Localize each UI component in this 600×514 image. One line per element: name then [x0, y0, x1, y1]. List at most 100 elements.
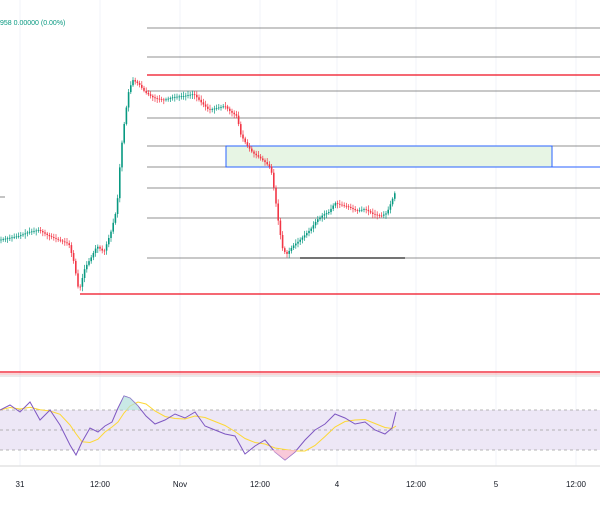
candle-body [77, 273, 79, 287]
candle-body [46, 233, 48, 235]
candle-body [314, 221, 317, 226]
candle-body [336, 203, 339, 204]
fibonacci-levels[interactable] [0, 27, 600, 259]
candle-body [24, 233, 26, 235]
candle-body [295, 243, 297, 246]
candle-body [0, 239, 2, 241]
candle-body [4, 238, 7, 240]
candle-body [163, 99, 165, 101]
candle-body [350, 206, 352, 208]
candle-body [22, 234, 24, 236]
candle-body [72, 253, 75, 261]
candle-body [306, 233, 308, 236]
candle-body [145, 90, 147, 93]
candle-body [26, 232, 29, 234]
candle-body [101, 248, 103, 251]
candle-body [154, 97, 156, 99]
candle-body [270, 166, 273, 173]
candle-body [59, 239, 62, 241]
candle-body [233, 112, 235, 115]
candle-body [264, 160, 266, 163]
candle-body [297, 241, 299, 244]
candle-body [257, 155, 260, 157]
candle-body [198, 97, 200, 100]
candle-body [149, 94, 152, 96]
candle-body [211, 109, 213, 110]
candle-body [158, 98, 161, 100]
candle-body [68, 243, 70, 246]
candle-body [391, 198, 394, 205]
candle-body [328, 212, 330, 214]
candle-body [255, 153, 257, 156]
candle-body [374, 213, 376, 215]
candle-body [182, 96, 185, 97]
candle-body [141, 84, 143, 88]
candle-body [343, 205, 345, 207]
candle-body [31, 231, 33, 233]
candle-body [176, 96, 178, 98]
candle-body [288, 250, 290, 254]
candle-body [17, 236, 20, 237]
time-axis[interactable]: 31 12:00 Nov 12:00 4 12:00 5 12:00 [16, 480, 587, 489]
candle-body [317, 219, 319, 222]
time-label: 12:00 [566, 480, 587, 489]
candle-body [81, 278, 84, 287]
candle-body [28, 231, 31, 233]
candle-body [174, 96, 176, 98]
time-label: 31 [16, 480, 25, 489]
ohlc-legend: 958 0.00000 (0.00%) [0, 20, 66, 27]
candle-body [226, 106, 229, 109]
rsi-line [0, 395, 397, 461]
candle-body [339, 203, 341, 205]
candle-body [171, 97, 174, 99]
candle-body [125, 107, 128, 124]
candle-body [97, 246, 99, 249]
candle-body [50, 236, 53, 238]
candle-body [134, 80, 136, 82]
candle-body [42, 231, 44, 233]
candle-body [218, 107, 220, 109]
highlight-zone[interactable] [225, 145, 553, 168]
candle-body [94, 248, 97, 253]
candle-body [299, 239, 301, 242]
candle-body [200, 99, 202, 103]
candle-body [308, 230, 310, 234]
candle-body [281, 235, 284, 249]
candle-body [312, 225, 315, 229]
candle-body [66, 242, 68, 244]
candle-body [213, 108, 216, 110]
candle-body [367, 209, 370, 212]
candle-body [389, 204, 392, 210]
candle-body [127, 92, 130, 108]
candle-body [330, 208, 332, 213]
candle-body [231, 110, 233, 113]
candle-body [361, 209, 363, 211]
chart-grid [19, 0, 577, 466]
candle-body [354, 209, 356, 211]
candle-body [341, 204, 343, 206]
candle-body [356, 210, 359, 211]
rsi-ma-line [0, 401, 397, 452]
candle-body [387, 209, 389, 214]
candle-body [321, 215, 323, 218]
candle-body [334, 203, 337, 206]
candle-body [138, 83, 141, 85]
candle-body [244, 138, 246, 143]
candle-body [178, 96, 180, 98]
candle-body [220, 106, 222, 108]
candle-body [6, 238, 9, 240]
candle-body [204, 104, 207, 107]
time-label: Nov [173, 480, 187, 489]
candle-body [240, 124, 242, 135]
candle-body [209, 108, 211, 110]
candle-body [75, 260, 77, 274]
candle-body [196, 94, 198, 98]
candle-body [363, 209, 365, 211]
candle-body [90, 257, 92, 262]
candle-body [394, 193, 396, 199]
candle-body [121, 142, 123, 168]
candle-body [169, 98, 172, 99]
candle-body [156, 98, 158, 100]
candle-body [86, 264, 88, 270]
